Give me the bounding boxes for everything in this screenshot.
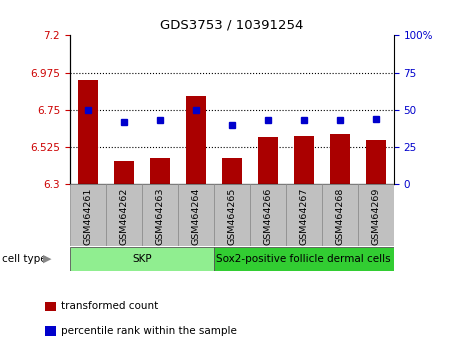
Bar [294,136,314,184]
FancyBboxPatch shape [106,184,142,246]
Text: GSM464262: GSM464262 [119,187,128,245]
Text: GSM464263: GSM464263 [155,187,164,245]
FancyBboxPatch shape [214,184,250,246]
Text: Sox2-positive follicle dermal cells: Sox2-positive follicle dermal cells [216,254,391,264]
Text: GSM464268: GSM464268 [335,187,344,245]
Text: GSM464269: GSM464269 [371,187,380,245]
Text: GSM464266: GSM464266 [263,187,272,245]
FancyBboxPatch shape [286,184,322,246]
FancyBboxPatch shape [70,184,106,246]
FancyBboxPatch shape [70,247,214,271]
FancyBboxPatch shape [250,184,286,246]
Text: SKP: SKP [132,254,152,264]
Text: percentile rank within the sample: percentile rank within the sample [61,326,237,336]
Text: GSM464264: GSM464264 [191,187,200,245]
FancyBboxPatch shape [214,247,394,271]
Text: GSM464261: GSM464261 [83,187,92,245]
Text: cell type: cell type [2,254,47,264]
FancyBboxPatch shape [322,184,358,246]
Text: transformed count: transformed count [61,301,158,311]
Bar [78,80,98,184]
Bar [114,161,134,184]
FancyBboxPatch shape [142,184,178,246]
Bar [258,137,278,184]
Bar [222,159,242,184]
Title: GDS3753 / 10391254: GDS3753 / 10391254 [160,18,303,32]
Text: ▶: ▶ [43,254,51,264]
Bar [150,158,170,184]
FancyBboxPatch shape [358,184,394,246]
Text: GSM464265: GSM464265 [227,187,236,245]
FancyBboxPatch shape [178,184,214,246]
Bar [186,96,206,184]
Bar [366,140,386,184]
Bar [330,134,350,184]
Text: GSM464267: GSM464267 [299,187,308,245]
